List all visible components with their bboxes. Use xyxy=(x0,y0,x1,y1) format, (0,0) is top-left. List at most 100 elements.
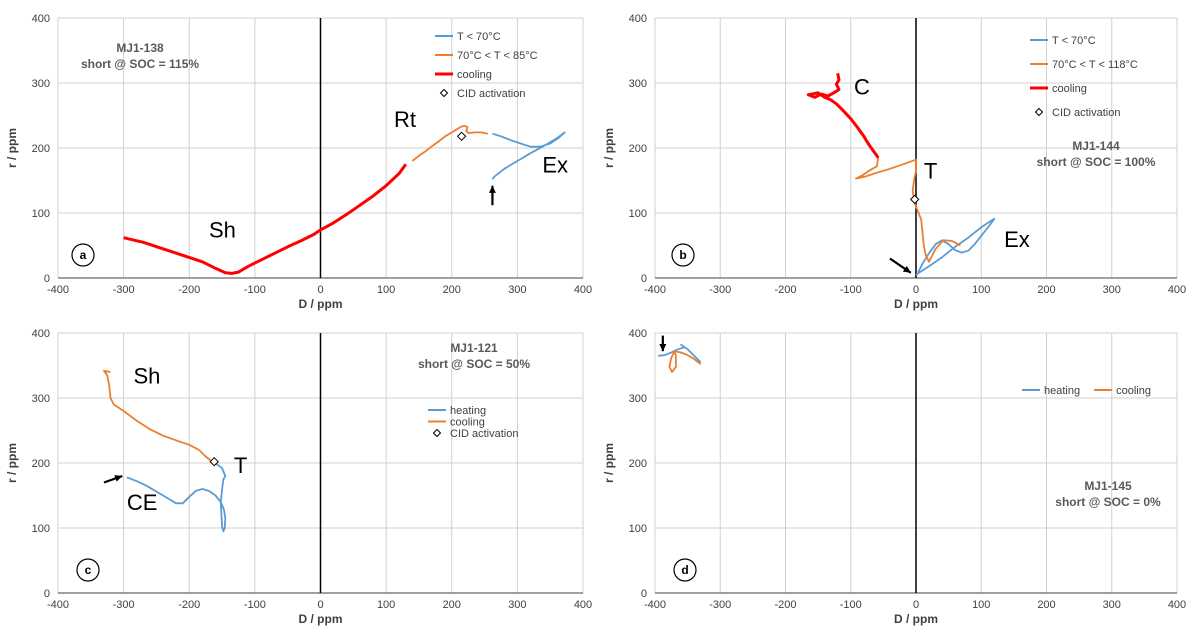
x-tick-label: 400 xyxy=(574,599,592,611)
y-tick-label: 100 xyxy=(32,208,50,220)
x-tick-label: -200 xyxy=(178,284,200,296)
y-tick-label: 400 xyxy=(32,328,50,340)
y-tick-label: 200 xyxy=(32,143,50,155)
legend-label: heating xyxy=(450,405,486,417)
x-tick-label: -400 xyxy=(644,284,666,296)
panel-label-circle xyxy=(76,558,100,582)
x-tick-label: -100 xyxy=(840,599,862,611)
panel-label: b xyxy=(679,248,686,262)
annotation-label: Sh xyxy=(133,364,160,389)
legend: heating cooling xyxy=(1022,385,1151,397)
x-tick-label: 200 xyxy=(1037,284,1055,296)
x-tick-label: 300 xyxy=(508,284,526,296)
series-line xyxy=(411,125,488,162)
x-tick-label: -200 xyxy=(774,599,796,611)
arrow-head xyxy=(902,265,911,273)
y-tick-label: 400 xyxy=(629,13,647,25)
y-tick-label: 300 xyxy=(629,78,647,90)
legend-label: CID activation xyxy=(457,88,525,100)
y-tick-label: 100 xyxy=(629,208,647,220)
x-tick-label: 400 xyxy=(574,284,592,296)
legend-label: T < 70°C xyxy=(1052,35,1096,47)
legend-label: CID activation xyxy=(450,428,518,440)
x-axis-label: D / ppm xyxy=(894,612,938,626)
x-tick-label: -100 xyxy=(244,284,266,296)
arrow-head xyxy=(659,343,667,352)
legend: T < 70°C 70°C < T < 85°C cooling CID activa… xyxy=(435,31,538,100)
legend-marker xyxy=(439,88,449,98)
panel-title: short @ SOC = 0% xyxy=(1055,495,1161,509)
panel-label-circle xyxy=(673,558,697,582)
annotation-label: CE xyxy=(127,490,158,515)
series-line xyxy=(126,460,227,533)
x-tick-label: -400 xyxy=(47,599,69,611)
x-tick-label: 400 xyxy=(1168,599,1186,611)
x-tick-label: -100 xyxy=(244,599,266,611)
x-tick-label: 200 xyxy=(1037,599,1055,611)
y-tick-label: 0 xyxy=(44,588,50,600)
annotation-label: T xyxy=(234,453,247,478)
series-line xyxy=(123,163,408,275)
panel-title: MJ1-145 xyxy=(1084,479,1132,493)
y-axis-label: r / ppm xyxy=(602,128,616,168)
series-line xyxy=(806,73,880,159)
x-tick-label: 200 xyxy=(443,599,461,611)
y-axis-label: r / ppm xyxy=(602,443,616,483)
y-tick-label: 200 xyxy=(629,143,647,155)
legend-label: 70°C < T < 118°C xyxy=(1052,59,1138,71)
x-tick-label: 0 xyxy=(913,284,919,296)
annotation-label: T xyxy=(924,159,937,184)
y-tick-label: 0 xyxy=(641,273,647,285)
x-tick-label: -200 xyxy=(774,284,796,296)
x-tick-label: 300 xyxy=(1103,284,1121,296)
annotation-label: Ex xyxy=(542,153,568,178)
x-tick-label: 200 xyxy=(443,284,461,296)
x-tick-label: 0 xyxy=(317,284,323,296)
y-tick-label: 0 xyxy=(641,588,647,600)
annotation-label: Rt xyxy=(394,107,416,132)
panel-label-circle xyxy=(671,243,695,267)
x-axis-label: D / ppm xyxy=(299,612,343,626)
x-tick-label: 100 xyxy=(972,599,990,611)
chart-panel-c: -400 -300 -200 -100 0 100 200 300 400 0 100 200 300 4… xyxy=(5,328,592,626)
series-line xyxy=(103,369,213,463)
y-tick-label: 200 xyxy=(629,458,647,470)
x-tick-label: -100 xyxy=(840,284,862,296)
legend-label: CID activation xyxy=(1052,107,1120,119)
panel-title: short @ SOC = 50% xyxy=(418,357,530,371)
cid-activation-marker xyxy=(209,456,219,467)
x-tick-label: -300 xyxy=(709,284,731,296)
legend-label: 70°C < T < 85°C xyxy=(457,50,538,62)
x-tick-label: -400 xyxy=(644,599,666,611)
y-axis-label: r / ppm xyxy=(5,128,19,168)
series-line xyxy=(668,350,702,373)
x-tick-label: 100 xyxy=(972,284,990,296)
x-tick-label: 100 xyxy=(377,599,395,611)
panel-title: short @ SOC = 100% xyxy=(1037,155,1156,169)
legend-label: cooling xyxy=(1116,385,1151,397)
legend-label: cooling xyxy=(1052,83,1087,95)
y-tick-label: 100 xyxy=(629,523,647,535)
panel-label: c xyxy=(85,563,92,577)
x-tick-label: -200 xyxy=(178,599,200,611)
annotation-label: Sh xyxy=(209,218,236,243)
y-tick-label: 300 xyxy=(32,78,50,90)
chart-panel-a: -400 -300 -200 -100 0 100 200 300 400 0 100 200 300 4… xyxy=(5,13,592,311)
y-tick-label: 400 xyxy=(32,13,50,25)
panel-label-circle xyxy=(71,243,95,267)
x-axis-label: D / ppm xyxy=(894,297,938,311)
x-tick-label: -300 xyxy=(113,284,135,296)
cid-activation-marker xyxy=(909,194,920,205)
legend: T < 70°C 70°C < T < 118°C cooling CID activ… xyxy=(1030,35,1138,119)
y-tick-label: 300 xyxy=(32,393,50,405)
legend-marker xyxy=(1034,107,1044,117)
y-tick-label: 200 xyxy=(32,458,50,470)
series-line xyxy=(915,217,996,276)
x-axis-label: D / ppm xyxy=(299,297,343,311)
annotation-label: Ex xyxy=(1004,227,1030,252)
series-line xyxy=(491,131,566,180)
x-tick-label: -300 xyxy=(113,599,135,611)
y-tick-label: 400 xyxy=(629,328,647,340)
